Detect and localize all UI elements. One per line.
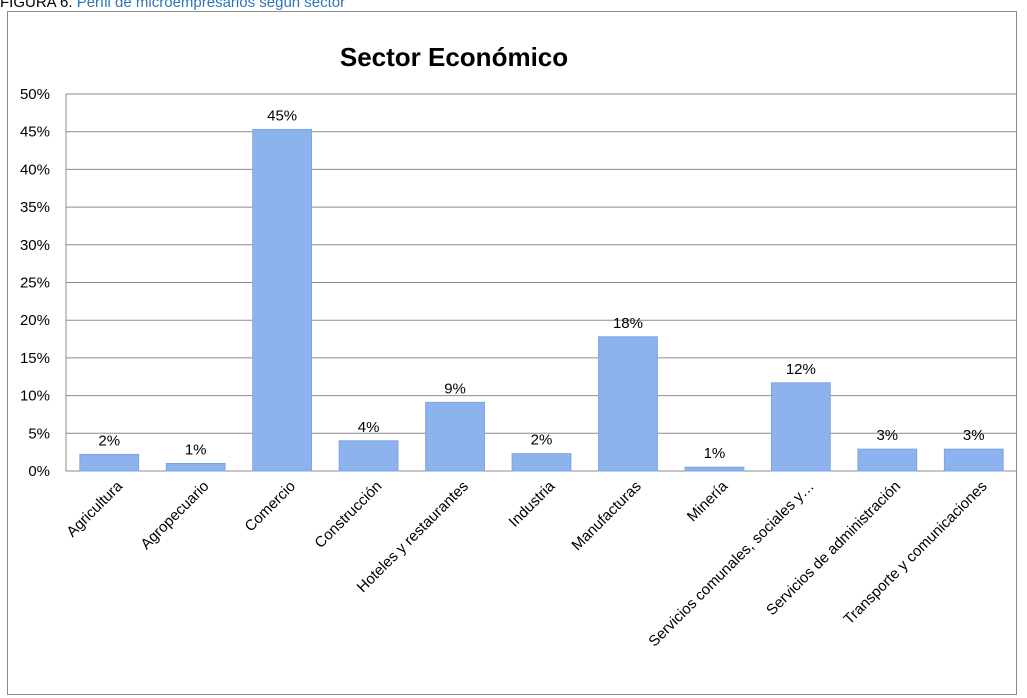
category-label-8: Servicios comunales, sociales y… [645, 478, 817, 650]
bar-6 [598, 336, 658, 472]
bar-4 [425, 401, 485, 472]
x-axis-categories: Agricultura Agropecuario Comercio Construcc… [63, 477, 990, 650]
bar-2 [252, 128, 313, 472]
figure-caption: FIGURA 6. Perfil de microempresarios seg… [0, 0, 345, 12]
gridlines [65, 93, 1017, 472]
chart-title: Sector Económico [340, 42, 568, 72]
figure-number: FIGURA 6. [0, 0, 73, 11]
category-label-1: Agropecuario [137, 478, 212, 553]
y-tick-label: 30% [20, 237, 50, 254]
bar-10 [943, 448, 1004, 472]
y-tick-label: 0% [28, 463, 50, 480]
data-label-9: 3% [876, 427, 898, 444]
category-label-6: Manufacturas [568, 478, 644, 554]
y-tick-label: 5% [28, 425, 50, 442]
y-tick-label: 20% [20, 312, 50, 329]
y-tick-label: 15% [20, 350, 50, 367]
y-tick-label: 50% [20, 86, 50, 103]
data-label-10: 3% [963, 427, 985, 444]
data-label-8: 12% [786, 361, 816, 378]
y-tick-label: 40% [20, 161, 50, 178]
category-label-3: Construcción [311, 478, 385, 552]
category-label-10: Transporte y comunicaciones [840, 478, 990, 628]
bar-7 [684, 466, 745, 472]
bar-3 [338, 440, 399, 472]
y-tick-label: 35% [20, 199, 50, 216]
data-labels: 2% 1% 45% 4% 9% 2% 18% 1% 12% 3% 3% [98, 107, 984, 462]
bar-8 [770, 382, 831, 472]
data-label-5: 2% [531, 432, 553, 449]
data-label-0: 2% [98, 432, 120, 449]
bar-5 [511, 453, 572, 472]
category-label-2: Comercio [242, 478, 299, 535]
category-label-7: Minería [684, 477, 732, 525]
data-label-7: 1% [704, 445, 726, 462]
bar-9 [857, 448, 918, 472]
bar-1 [165, 462, 226, 472]
y-axis-ticks: 0% 5% 10% 15% 20% 25% 30% 35% 40% 45% 50% [20, 86, 50, 480]
figure-title: Perfil de microempresarios según sector [76, 0, 346, 11]
y-tick-label: 10% [20, 388, 50, 405]
y-tick-label: 25% [20, 275, 50, 292]
y-tick-label: 45% [20, 124, 50, 141]
data-label-2: 45% [267, 107, 297, 124]
bar-0 [79, 453, 140, 472]
data-label-1: 1% [185, 441, 207, 458]
category-label-0: Agricultura [63, 477, 126, 540]
data-label-3: 4% [358, 419, 380, 436]
bars [79, 128, 1004, 472]
data-label-4: 9% [444, 380, 466, 397]
data-label-6: 18% [613, 315, 643, 332]
chart-frame [7, 11, 1017, 695]
category-label-5: Industria [506, 477, 559, 530]
